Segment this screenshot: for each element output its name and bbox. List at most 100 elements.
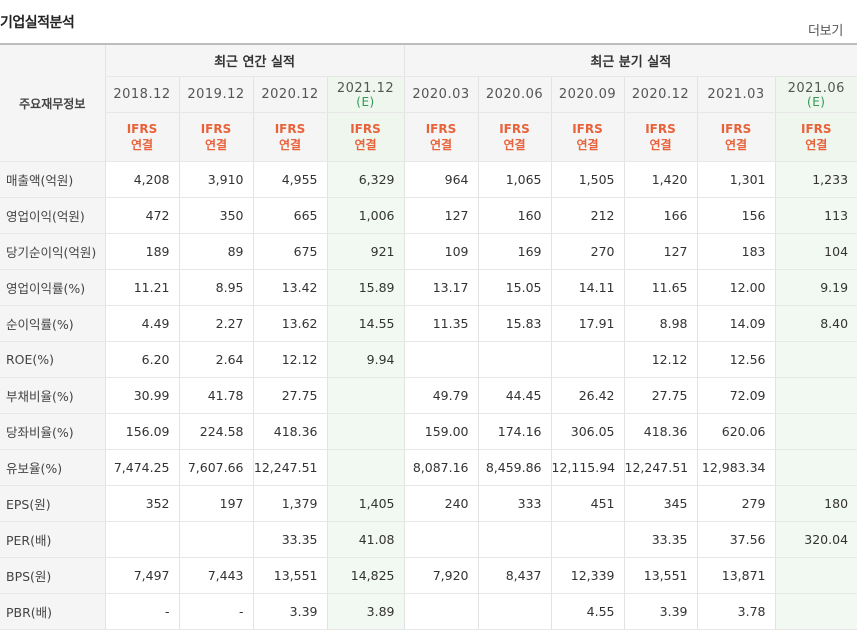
data-cell: 7,497 <box>105 557 180 594</box>
table-row: PER(배) 33.35 41.08 33.35 37.56 320.04 <box>0 521 857 558</box>
data-cell <box>105 521 180 558</box>
data-cell: 27.75 <box>253 377 328 414</box>
data-cell: 127 <box>624 233 698 270</box>
data-cell: 12,247.51 <box>624 449 698 486</box>
data-cell <box>775 557 857 594</box>
table-row: 부채비율(%) 30.99 41.78 27.75 49.79 44.45 26.42 27.… <box>0 377 857 414</box>
data-cell: 156.09 <box>105 413 180 450</box>
data-cell: 4.49 <box>105 305 180 342</box>
data-cell: 160 <box>478 197 552 234</box>
data-cell: 12,983.34 <box>697 449 776 486</box>
data-cell: 1,505 <box>551 161 625 198</box>
data-cell: 26.42 <box>551 377 625 414</box>
data-cell: 1,405 <box>327 485 405 522</box>
ifrs-label: IFRS 연결 <box>775 112 857 162</box>
data-cell: 166 <box>624 197 698 234</box>
row-label: 부채비율(%) <box>0 377 106 414</box>
table-row: 당좌비율(%) 156.09 224.58 418.36 159.00 174.16 306… <box>0 413 857 450</box>
data-cell <box>478 341 552 378</box>
ifrs-label: IFRS 연결 <box>478 112 552 162</box>
ifrs-label: IFRS 연결 <box>624 112 698 162</box>
data-cell <box>403 521 479 558</box>
data-cell: 4,208 <box>105 161 180 198</box>
data-cell: 15.89 <box>327 269 405 306</box>
table-row: 순이익률(%) 4.49 2.27 13.62 14.55 11.35 15.83 17.91… <box>0 305 857 342</box>
data-cell <box>327 449 405 486</box>
data-cell <box>775 377 857 414</box>
data-cell: 270 <box>551 233 625 270</box>
data-cell: 12.12 <box>253 341 328 378</box>
data-cell: 13.17 <box>403 269 479 306</box>
data-cell <box>551 521 625 558</box>
data-cell: 17.91 <box>551 305 625 342</box>
data-cell: 9.19 <box>775 269 857 306</box>
data-cell: 44.45 <box>478 377 552 414</box>
data-cell: 12,247.51 <box>253 449 328 486</box>
data-cell: 13.42 <box>253 269 328 306</box>
data-cell: 224.58 <box>179 413 254 450</box>
data-cell: 7,474.25 <box>105 449 180 486</box>
data-cell: 33.35 <box>253 521 328 558</box>
data-cell <box>403 341 479 378</box>
data-cell: 13,551 <box>253 557 328 594</box>
data-cell <box>478 593 552 630</box>
data-cell: 8,087.16 <box>403 449 479 486</box>
data-cell: 665 <box>253 197 328 234</box>
data-cell: 13,551 <box>624 557 698 594</box>
data-cell: - <box>105 593 180 630</box>
data-cell: 127 <box>403 197 479 234</box>
table-row: PBR(배) - -3.39 3.89 4.55 3.39 3.78 <box>0 593 857 630</box>
financial-analysis-table: 주요재무정보 최근 연간 실적 최근 분기 실적 2018.12 2019.12… <box>0 43 857 630</box>
data-cell: 30.99 <box>105 377 180 414</box>
data-cell: 964 <box>403 161 479 198</box>
data-cell: 320.04 <box>775 521 857 558</box>
data-cell: 9.94 <box>327 341 405 378</box>
data-cell: 1,379 <box>253 485 328 522</box>
data-cell: 156 <box>697 197 776 234</box>
period-header: 2018.12 <box>105 76 180 113</box>
data-cell: 8.95 <box>179 269 254 306</box>
data-cell: 41.08 <box>327 521 405 558</box>
data-cell: 4.55 <box>551 593 625 630</box>
data-cell: 8.98 <box>624 305 698 342</box>
data-cell: 13.62 <box>253 305 328 342</box>
data-cell: 6,329 <box>327 161 405 198</box>
data-cell: 49.79 <box>403 377 479 414</box>
period-header-row: 2018.12 2019.12 2020.12 2021.12 (E) 2020.… <box>0 76 857 113</box>
row-label: 영업이익(억원) <box>0 197 106 234</box>
data-cell: 12,115.94 <box>551 449 625 486</box>
data-cell: 3.78 <box>697 593 776 630</box>
data-cell: 350 <box>179 197 254 234</box>
data-cell: 418.36 <box>624 413 698 450</box>
table-row: 당기순이익(억원) 189 89 675 921 109 169 270 127 183 104 <box>0 233 857 270</box>
row-label: EPS(원) <box>0 485 106 522</box>
data-cell: 921 <box>327 233 405 270</box>
data-cell: 1,065 <box>478 161 552 198</box>
data-cell: 14,825 <box>327 557 405 594</box>
quarterly-group-header: 최근 분기 실적 <box>403 43 857 77</box>
data-cell: 212 <box>551 197 625 234</box>
data-cell: 472 <box>105 197 180 234</box>
more-link[interactable]: 더보기 <box>808 24 843 39</box>
data-cell: 15.83 <box>478 305 552 342</box>
row-label: 순이익률(%) <box>0 305 106 342</box>
data-cell: 3.89 <box>327 593 405 630</box>
data-cell <box>775 449 857 486</box>
data-cell: 4,955 <box>253 161 328 198</box>
data-cell: 3,910 <box>179 161 254 198</box>
row-header-label: 주요재무정보 <box>0 43 106 162</box>
data-cell: 7,443 <box>179 557 254 594</box>
ifrs-label: IFRS 연결 <box>179 112 254 162</box>
data-cell: 2.27 <box>179 305 254 342</box>
data-cell: 14.11 <box>551 269 625 306</box>
row-label: PBR(배) <box>0 593 106 630</box>
estimate-mark: (E) <box>356 94 375 109</box>
data-cell: 174.16 <box>478 413 552 450</box>
data-cell: 15.05 <box>478 269 552 306</box>
table-row: 영업이익률(%) 11.21 8.95 13.42 15.89 13.17 15.05 14.… <box>0 269 857 306</box>
data-cell: 189 <box>105 233 180 270</box>
data-cell: 14.09 <box>697 305 776 342</box>
period-header: 2019.12 <box>179 76 254 113</box>
row-label: 영업이익률(%) <box>0 269 106 306</box>
data-cell: 89 <box>179 233 254 270</box>
